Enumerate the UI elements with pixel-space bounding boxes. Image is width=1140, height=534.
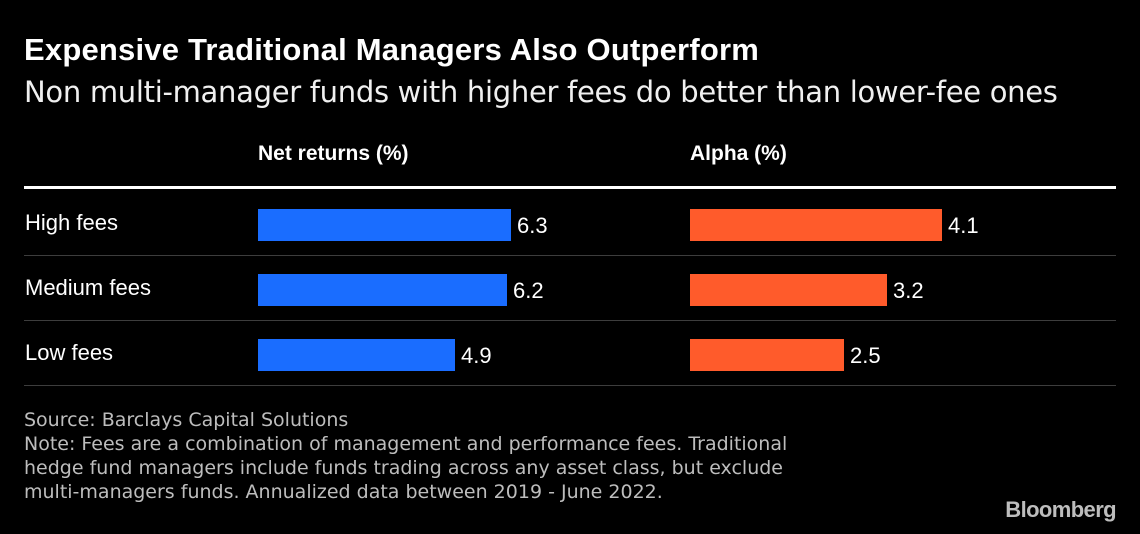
row-divider xyxy=(24,320,1116,321)
alpha-bar-medium-fees xyxy=(690,274,887,306)
row-label-low-fees: Low fees xyxy=(25,340,114,365)
alpha-bar-high-fees xyxy=(690,209,942,241)
note-line-3: multi-managers funds. Annualized data be… xyxy=(24,481,663,503)
chart-subtitle: Non multi-manager funds with higher fees… xyxy=(24,75,1058,109)
header-rule xyxy=(24,186,1116,189)
net-value-high-fees: 6.3 xyxy=(517,213,548,238)
note-line-1: Note: Fees are a combination of manageme… xyxy=(24,433,788,455)
net-returns-header: Net returns (%) xyxy=(258,142,409,165)
alpha-value-low-fees: 2.5 xyxy=(850,343,881,368)
note-line-2: hedge fund managers include funds tradin… xyxy=(24,457,783,479)
net-value-low-fees: 4.9 xyxy=(461,343,492,368)
alpha-value-high-fees: 4.1 xyxy=(948,213,979,238)
source-text: Source: Barclays Capital Solutions xyxy=(24,409,349,431)
net-bar-high-fees xyxy=(258,209,511,241)
footer: Source: Barclays Capital Solutions Note:… xyxy=(24,408,904,504)
alpha-bar-low-fees xyxy=(690,339,844,371)
net-bar-low-fees xyxy=(258,339,455,371)
bloomberg-logo: Bloomberg xyxy=(1005,497,1116,522)
net-value-medium-fees: 6.2 xyxy=(513,278,544,303)
chart-title: Expensive Traditional Managers Also Outp… xyxy=(24,32,760,67)
row-label-medium-fees: Medium fees xyxy=(25,275,151,300)
net-bar-medium-fees xyxy=(258,274,507,306)
row-divider xyxy=(24,255,1116,256)
alpha-header: Alpha (%) xyxy=(690,142,787,165)
alpha-value-medium-fees: 3.2 xyxy=(893,278,924,303)
row-label-high-fees: High fees xyxy=(25,210,118,235)
row-divider xyxy=(24,385,1116,386)
